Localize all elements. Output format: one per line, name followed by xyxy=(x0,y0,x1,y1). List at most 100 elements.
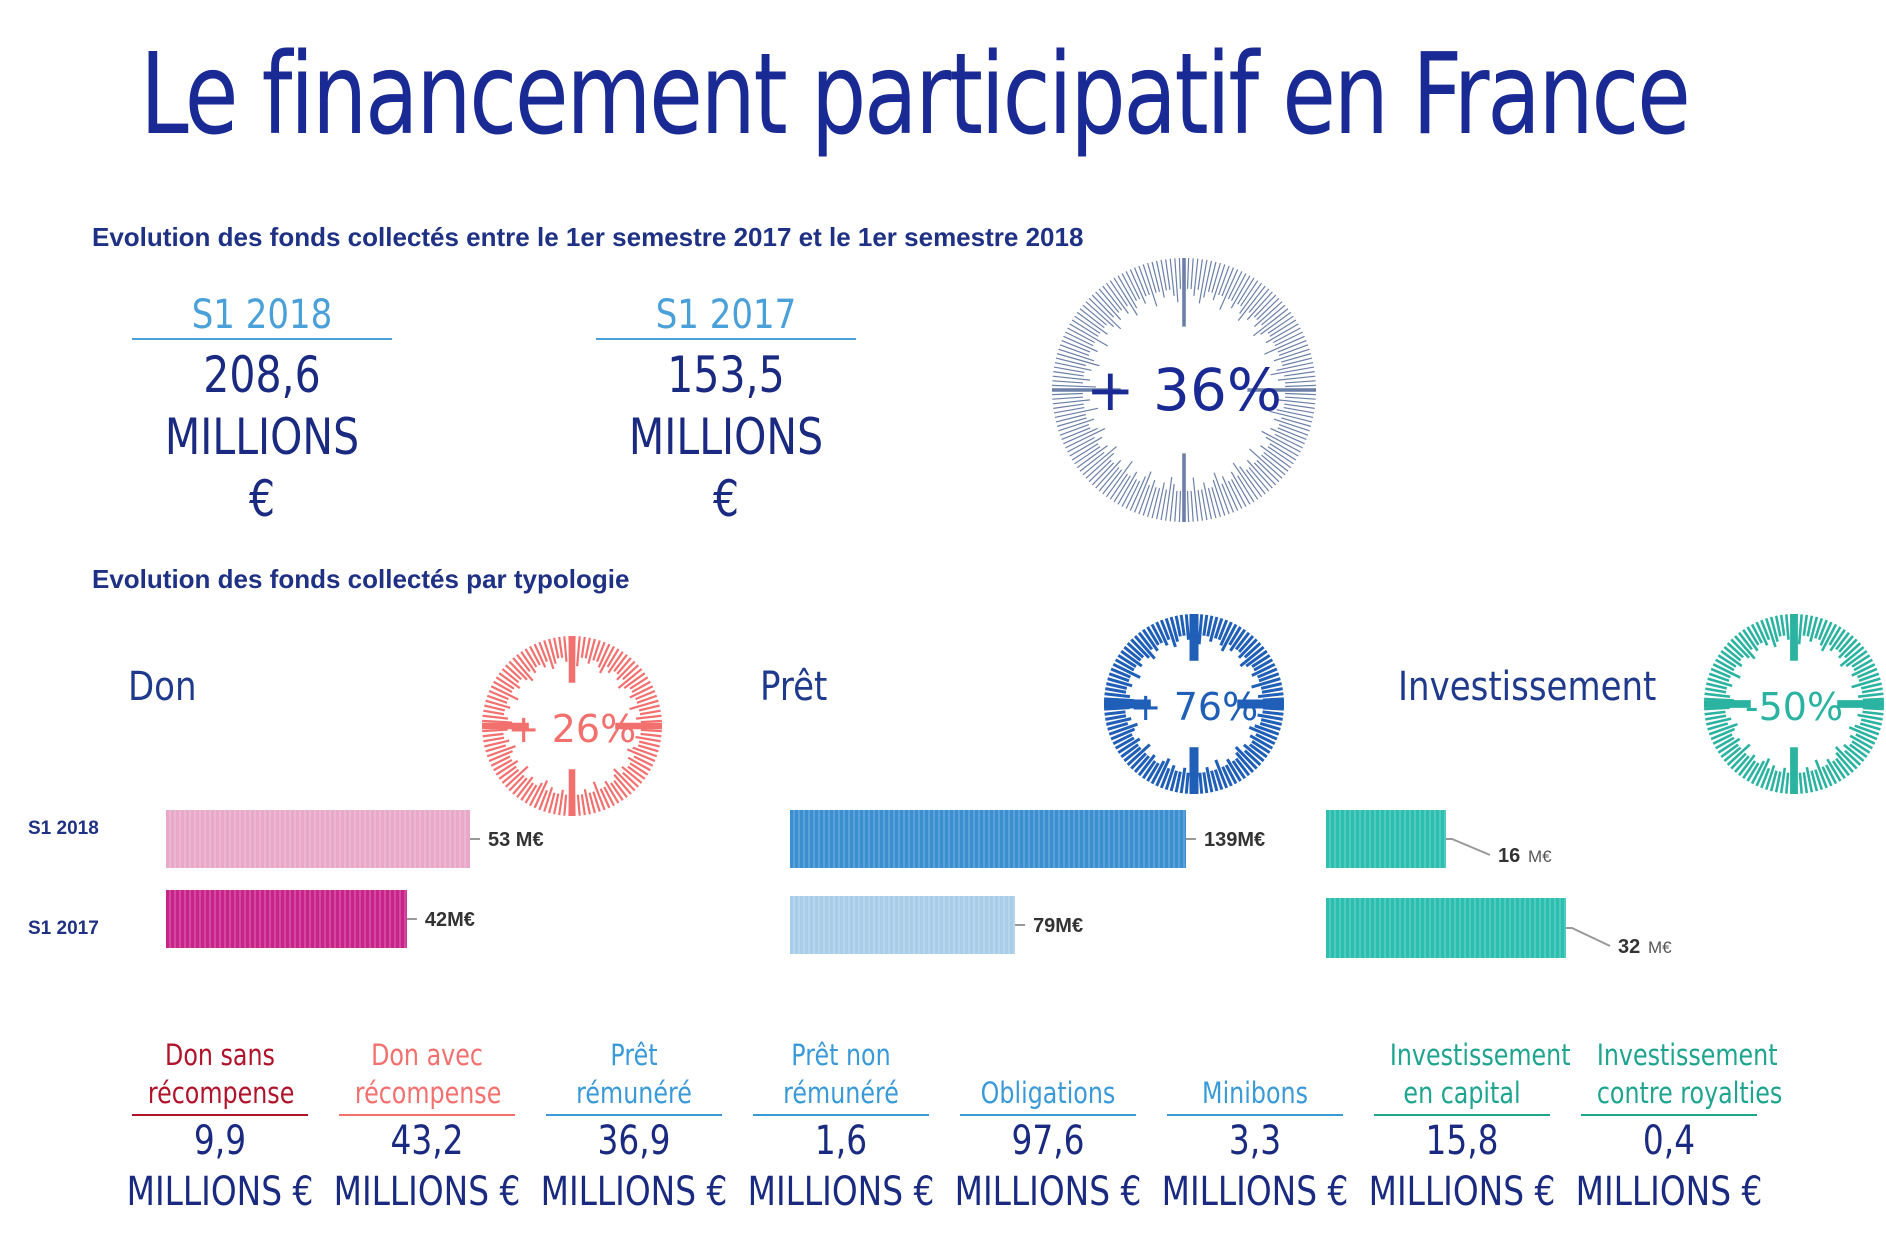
ring-tick xyxy=(1248,467,1270,492)
ring-tick xyxy=(1798,772,1803,794)
ring-tick xyxy=(1129,269,1147,304)
ring-tick xyxy=(640,719,662,724)
ring-tick xyxy=(1285,392,1316,396)
breakdown-value: 0,4 xyxy=(1642,1118,1696,1164)
ring-tick xyxy=(1260,311,1292,335)
ring-tick xyxy=(606,648,620,668)
ring-tick xyxy=(1058,348,1095,362)
ring-tick xyxy=(1198,259,1208,304)
ring-tick xyxy=(1105,282,1129,314)
ring-tick xyxy=(1169,770,1178,792)
ring-tick xyxy=(617,668,643,689)
ring-tick xyxy=(486,745,516,758)
ring-tick xyxy=(1251,740,1271,754)
ring-tick xyxy=(1133,471,1152,513)
ring-tick xyxy=(1785,614,1790,640)
ring-tick xyxy=(558,789,564,816)
ring-tick xyxy=(1720,743,1739,758)
ring-tick xyxy=(482,728,508,733)
ring-tick xyxy=(1262,710,1284,716)
breakdown-name-line: Investissement xyxy=(1596,1038,1778,1072)
ring-tick xyxy=(1130,752,1147,770)
breakdown-unit: MILLIONS € xyxy=(333,1169,521,1215)
ring-tick xyxy=(1273,348,1310,362)
ring-tick xyxy=(1224,764,1238,785)
ring-tick xyxy=(1851,677,1881,689)
ring-tick xyxy=(1843,749,1862,766)
breakdown-item: Don avec récompense 43,2 MILLIONS € xyxy=(334,1036,521,1218)
ring-tick xyxy=(1206,615,1214,637)
ring-tick xyxy=(1198,772,1204,794)
ring-tick xyxy=(558,636,564,658)
breakdown-name: Obligations xyxy=(976,1036,1120,1112)
ring-tick xyxy=(1159,767,1171,789)
bar xyxy=(790,896,1016,954)
ring-tick xyxy=(1256,667,1278,679)
ring-tick xyxy=(1859,722,1881,731)
ring-tick xyxy=(1053,406,1085,414)
ring-tick xyxy=(488,689,509,701)
ring-tick xyxy=(484,704,506,712)
ring-tick xyxy=(1113,277,1138,316)
ring-tick xyxy=(1814,759,1828,789)
ring-tick xyxy=(592,781,606,811)
breakdown-unit: MILLIONS € xyxy=(1575,1169,1763,1215)
ring-tick xyxy=(613,774,632,795)
ring-tick xyxy=(1278,424,1309,436)
ring-tick xyxy=(1265,323,1299,344)
kpi-divider xyxy=(132,338,392,340)
ring-tick xyxy=(1091,462,1115,486)
ring-tick xyxy=(1138,265,1150,296)
ring-tick xyxy=(1255,733,1276,746)
breakdown-divider xyxy=(1167,1114,1343,1116)
ring-tick xyxy=(1821,766,1833,787)
ring-tick xyxy=(1165,477,1173,521)
ring-tick xyxy=(1234,757,1251,777)
ring-tick xyxy=(1251,677,1281,689)
ring-tick xyxy=(1205,766,1214,793)
ring-tick xyxy=(1067,436,1095,453)
ring-tick xyxy=(1197,614,1204,645)
typology-bars: 53 M€ 42M€ 139M€ 79M€ 16 M€ 32 M€ xyxy=(166,810,1672,958)
ring-tick xyxy=(1129,476,1147,511)
ring-tick xyxy=(1284,371,1315,377)
ring-tick xyxy=(1197,259,1203,290)
breakdown-value: 97,6 xyxy=(1011,1118,1085,1164)
ring-tick xyxy=(1779,614,1786,636)
ring-tick xyxy=(592,791,601,812)
ring-tick xyxy=(621,765,643,784)
ring-tick xyxy=(1082,446,1117,476)
ring-tick xyxy=(1705,687,1727,694)
ring-tick xyxy=(553,637,560,659)
ring-tick xyxy=(1237,475,1255,503)
breakdown-unit: MILLIONS € xyxy=(747,1169,935,1215)
ring-tick xyxy=(1190,258,1194,290)
ring-tick xyxy=(1245,469,1266,495)
ring-tick xyxy=(1210,770,1219,792)
ring-tick xyxy=(1251,654,1271,668)
ring-tick xyxy=(1862,697,1884,702)
ring-tick xyxy=(604,780,620,804)
ring-tick xyxy=(1063,335,1098,353)
ring-tick xyxy=(1120,649,1143,668)
ring-tick xyxy=(1835,757,1850,777)
breakdown-name-line: Obligations xyxy=(980,1076,1116,1110)
ring-tick xyxy=(1095,459,1122,489)
ring-tick xyxy=(1076,445,1108,469)
ring-tick xyxy=(576,794,581,816)
ring-tick xyxy=(599,645,615,674)
ring-tick xyxy=(1242,743,1265,763)
ring-tick xyxy=(1237,285,1266,322)
ring-tick xyxy=(1056,417,1087,427)
ring-tick xyxy=(1227,480,1243,509)
ring-tick xyxy=(1273,418,1310,432)
ring-tick xyxy=(1130,638,1151,659)
breakdown-name-line: récompense xyxy=(147,1076,295,1110)
ring-tick xyxy=(488,750,514,763)
ring-tick xyxy=(1769,770,1778,792)
ring-tick xyxy=(1186,258,1190,289)
growth-investissement-value: -50% xyxy=(1745,685,1843,729)
ring-tick xyxy=(1197,490,1203,521)
breakdown-name-line: en capital xyxy=(1403,1076,1521,1110)
ring-tick xyxy=(1858,672,1880,683)
